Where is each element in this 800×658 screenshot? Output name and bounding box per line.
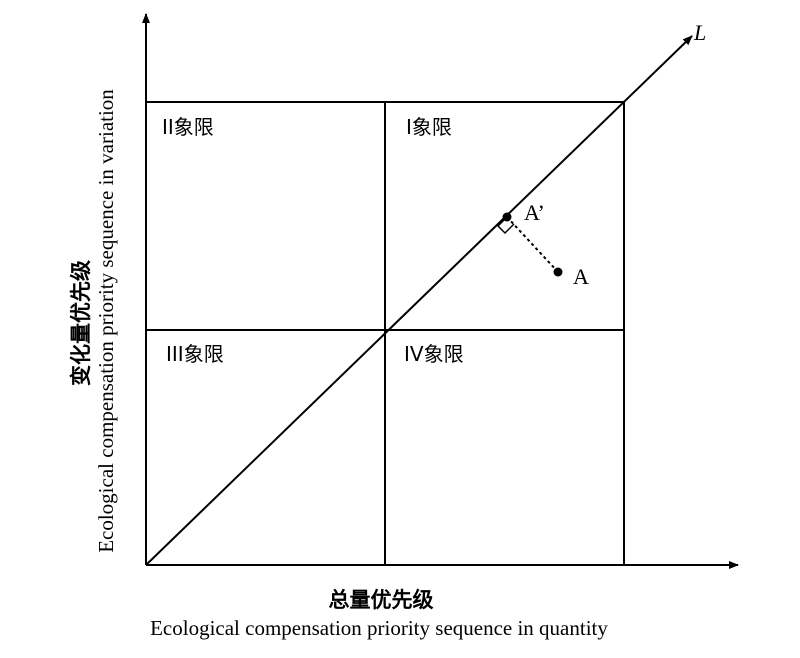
x-axis-label-cn: 总量优先级 xyxy=(329,588,434,612)
x-axis-label-en: Ecological compensation priority sequenc… xyxy=(150,616,608,640)
point-a-prime xyxy=(502,212,512,222)
diagonal-line-l xyxy=(145,35,693,566)
y-axis-label-en: Ecological compensation priority sequenc… xyxy=(94,89,118,553)
point-a xyxy=(553,267,563,277)
point-a-prime-label: A’ xyxy=(524,200,545,225)
line-l-label: L xyxy=(693,20,706,45)
quadrant-ii-label: II象限 xyxy=(162,115,214,139)
quadrant-iii-label: III象限 xyxy=(166,342,224,366)
projection-dashed-line xyxy=(506,216,559,273)
y-axis-label-cn: 变化量优先级 xyxy=(69,260,93,386)
right-angle-marker xyxy=(496,216,515,235)
quadrant-iv-label: IV象限 xyxy=(404,342,464,366)
point-a-label: A xyxy=(573,264,589,289)
quadrant-i-label: I象限 xyxy=(406,115,452,139)
